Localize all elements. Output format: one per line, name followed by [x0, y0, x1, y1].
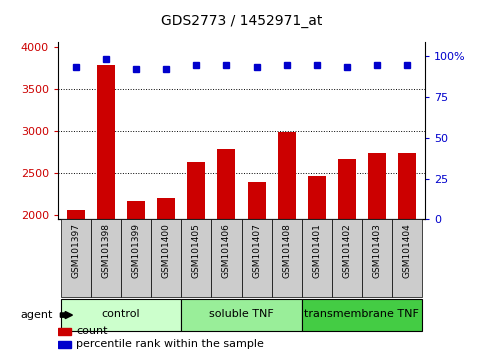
Bar	[58, 328, 71, 335]
Bar	[151, 219, 181, 297]
Text: GSM101399: GSM101399	[132, 223, 141, 278]
Text: GSM101407: GSM101407	[252, 223, 261, 278]
Text: percentile rank within the sample: percentile rank within the sample	[76, 339, 264, 349]
Bar	[217, 149, 236, 354]
Bar	[187, 162, 205, 354]
Text: GSM101405: GSM101405	[192, 223, 201, 278]
Bar	[61, 299, 181, 331]
Text: control: control	[102, 309, 141, 319]
Bar	[58, 341, 71, 348]
Bar	[338, 159, 356, 354]
Bar	[67, 210, 85, 354]
Text: transmembrane TNF: transmembrane TNF	[304, 309, 419, 319]
Bar	[392, 219, 422, 297]
Bar	[362, 219, 392, 297]
Bar	[302, 219, 332, 297]
Bar	[271, 219, 302, 297]
Text: agent: agent	[21, 310, 53, 320]
Text: GSM101404: GSM101404	[402, 223, 412, 278]
Text: GSM101397: GSM101397	[71, 223, 81, 278]
Bar	[121, 219, 151, 297]
Bar	[212, 219, 242, 297]
Text: GSM101400: GSM101400	[162, 223, 171, 278]
Bar	[278, 132, 296, 354]
Bar	[242, 219, 271, 297]
Bar	[308, 176, 326, 354]
Bar	[91, 219, 121, 297]
Bar	[302, 299, 422, 331]
Bar	[181, 299, 302, 331]
Text: GSM101403: GSM101403	[372, 223, 382, 278]
Text: GSM101408: GSM101408	[282, 223, 291, 278]
Bar	[181, 219, 212, 297]
Bar	[157, 198, 175, 354]
Text: GSM101406: GSM101406	[222, 223, 231, 278]
Text: count: count	[76, 326, 107, 337]
Bar	[247, 182, 266, 354]
Bar	[398, 153, 416, 354]
Text: GSM101402: GSM101402	[342, 223, 351, 278]
Text: GSM101398: GSM101398	[101, 223, 111, 278]
Text: soluble TNF: soluble TNF	[209, 309, 274, 319]
Bar	[97, 65, 115, 354]
Bar	[127, 201, 145, 354]
Bar	[332, 219, 362, 297]
Text: GDS2773 / 1452971_at: GDS2773 / 1452971_at	[161, 14, 322, 28]
Text: GSM101401: GSM101401	[312, 223, 321, 278]
Bar	[61, 219, 91, 297]
Bar	[368, 153, 386, 354]
